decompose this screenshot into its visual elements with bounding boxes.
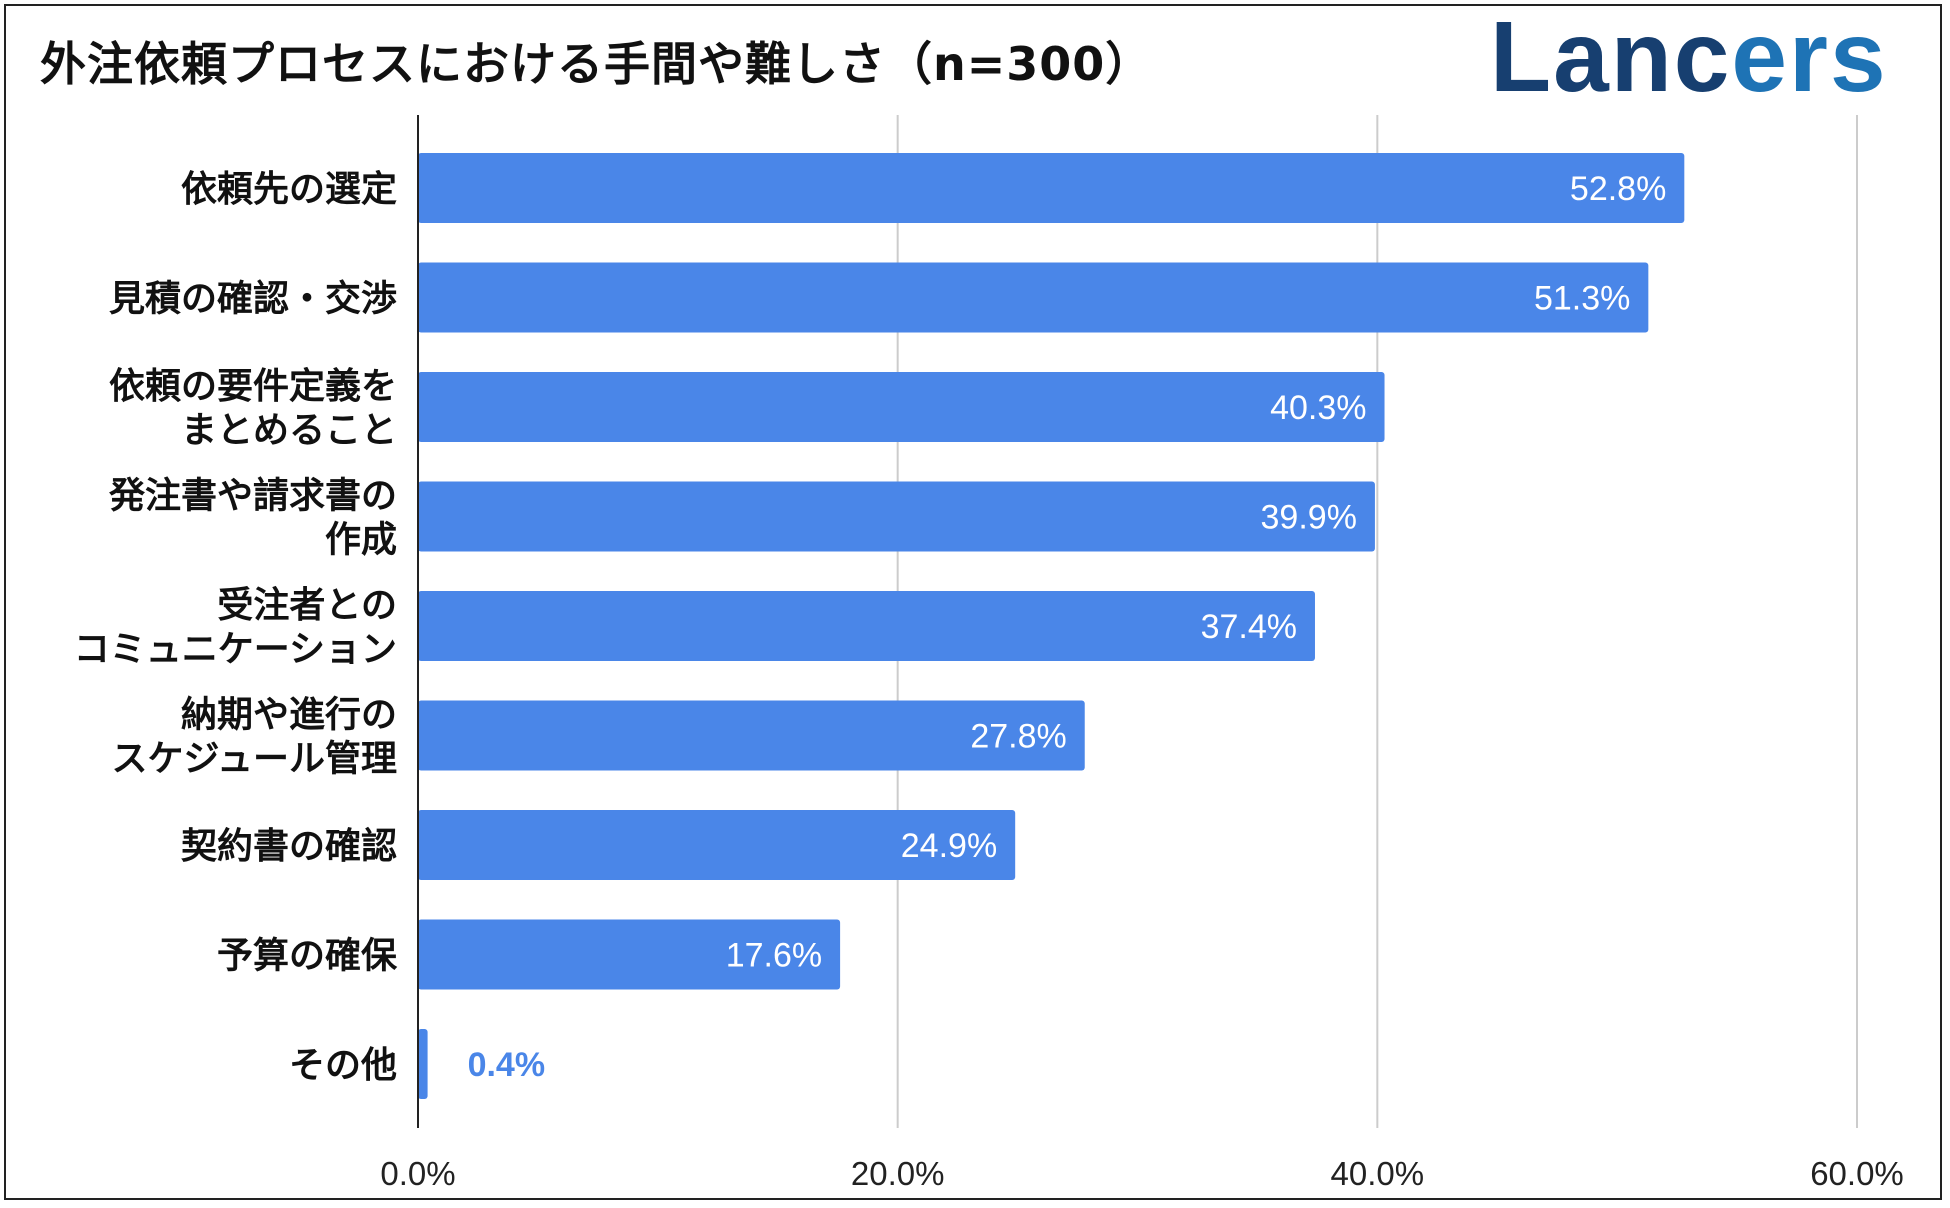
category-label-7: 予算の確保 — [217, 936, 398, 977]
category-label-5: 納期や進行のスケジュール管理 — [112, 695, 397, 780]
value-label-8: 0.4% — [468, 1046, 546, 1084]
x-tick-label-2: 40.0% — [1331, 1155, 1425, 1192]
brand-logo: Lancers — [1490, 0, 1888, 115]
value-label-3: 39.9% — [1261, 499, 1357, 537]
category-label-line: スケジュール管理 — [112, 739, 397, 780]
value-label-5: 27.8% — [970, 718, 1066, 756]
category-label-line: 契約書の確認 — [181, 826, 397, 867]
category-label-line: 依頼先の選定 — [181, 169, 397, 210]
value-label-0: 52.8% — [1570, 170, 1666, 208]
category-label-line: 発注書や請求書の — [109, 476, 397, 517]
category-label-line: 作成 — [325, 520, 397, 561]
category-label-line: 見積の確認・交渉 — [109, 278, 397, 320]
category-label-8: その他 — [289, 1045, 397, 1086]
bar-3 — [418, 481, 1375, 552]
bar-8 — [418, 1029, 428, 1099]
value-label-4: 37.4% — [1201, 608, 1297, 646]
bar-1 — [418, 262, 1649, 333]
bar-5 — [418, 700, 1085, 771]
value-label-7: 17.6% — [726, 937, 822, 975]
chart-title: 外注依頼プロセスにおける手間や難しさ（n=300） — [40, 37, 1153, 91]
category-label-2: 依頼の要件定義をまとめること — [109, 366, 397, 451]
value-label-6: 24.9% — [901, 827, 997, 865]
chart-frame — [4, 4, 1942, 1200]
bar-7 — [418, 919, 841, 990]
category-label-line: 依頼の要件定義を — [109, 366, 397, 407]
bar-2 — [418, 372, 1385, 442]
category-label-1: 見積の確認・交渉 — [109, 278, 397, 320]
category-label-4: 受注者とのコミュニケーション — [74, 585, 397, 670]
value-label-2: 40.3% — [1270, 389, 1366, 427]
value-label-1: 51.3% — [1534, 280, 1630, 318]
category-label-6: 契約書の確認 — [181, 826, 397, 867]
brand-text-accent: ers — [1731, 1, 1888, 113]
x-tick-label-0: 0.0% — [380, 1155, 455, 1192]
category-label-line: その他 — [289, 1045, 397, 1086]
category-label-line: コミュニケーション — [74, 629, 397, 670]
category-label-line: 予算の確保 — [217, 936, 398, 977]
bar-0 — [418, 153, 1685, 223]
category-label-3: 発注書や請求書の作成 — [109, 476, 397, 561]
brand-text-dark: Lanc — [1490, 1, 1732, 113]
category-label-0: 依頼先の選定 — [181, 169, 397, 210]
x-tick-label-1: 20.0% — [851, 1155, 945, 1192]
x-tick-label-3: 60.0% — [1810, 1155, 1904, 1192]
bar-6 — [418, 810, 1016, 880]
bar-4 — [418, 591, 1315, 661]
category-label-line: 納期や進行の — [181, 695, 397, 736]
category-label-line: まとめること — [181, 410, 397, 451]
category-label-line: 受注者との — [217, 585, 397, 626]
